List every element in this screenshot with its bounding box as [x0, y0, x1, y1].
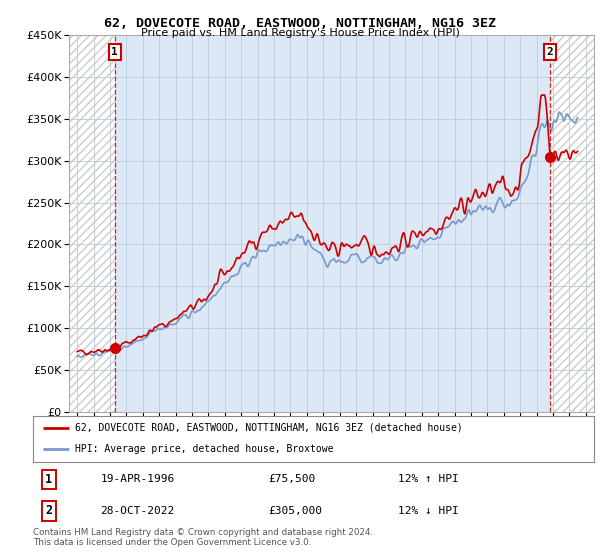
Text: 28-OCT-2022: 28-OCT-2022 [100, 506, 175, 516]
Text: 19-APR-1996: 19-APR-1996 [100, 474, 175, 484]
Bar [69, 35, 115, 412]
Text: 1: 1 [112, 47, 118, 57]
Text: 12% ↓ HPI: 12% ↓ HPI [398, 506, 458, 516]
Bar [69, 35, 115, 412]
Bar [550, 35, 594, 412]
Text: 12% ↑ HPI: 12% ↑ HPI [398, 474, 458, 484]
Text: Price paid vs. HM Land Registry's House Price Index (HPI): Price paid vs. HM Land Registry's House … [140, 28, 460, 38]
Text: 2: 2 [45, 504, 52, 517]
Text: Contains HM Land Registry data © Crown copyright and database right 2024.
This d: Contains HM Land Registry data © Crown c… [33, 528, 373, 547]
Text: 62, DOVECOTE ROAD, EASTWOOD, NOTTINGHAM, NG16 3EZ (detached house): 62, DOVECOTE ROAD, EASTWOOD, NOTTINGHAM,… [75, 423, 463, 432]
Text: 1: 1 [45, 473, 52, 486]
Text: £75,500: £75,500 [269, 474, 316, 484]
Text: 2: 2 [547, 47, 553, 57]
Text: 62, DOVECOTE ROAD, EASTWOOD, NOTTINGHAM, NG16 3EZ: 62, DOVECOTE ROAD, EASTWOOD, NOTTINGHAM,… [104, 17, 496, 30]
Text: £305,000: £305,000 [269, 506, 323, 516]
Bar [550, 35, 594, 412]
Text: HPI: Average price, detached house, Broxtowe: HPI: Average price, detached house, Brox… [75, 444, 334, 454]
